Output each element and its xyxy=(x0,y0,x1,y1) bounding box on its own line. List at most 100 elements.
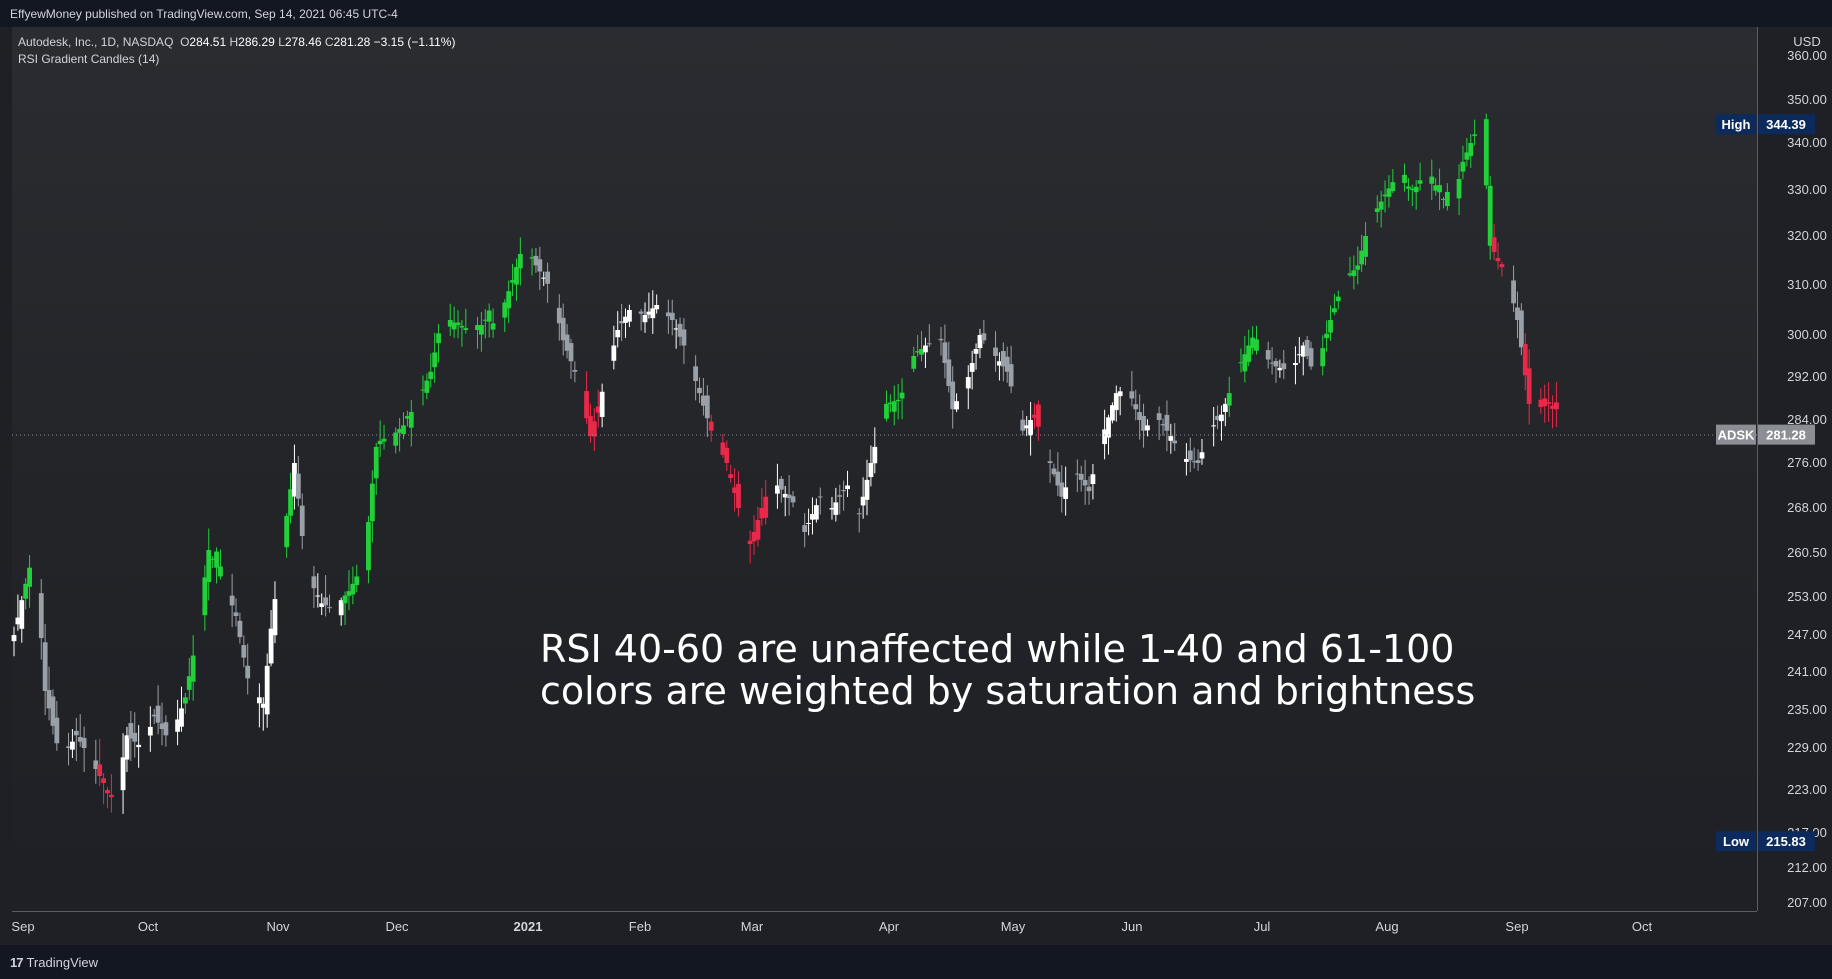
candle-body xyxy=(432,352,438,368)
candle-body xyxy=(837,495,843,497)
tradingview-logo-icon[interactable]: 17 xyxy=(10,954,24,970)
candle-body xyxy=(1211,425,1217,427)
candle-body xyxy=(541,277,547,279)
candle-body xyxy=(1117,391,1123,397)
legend-symbol-line: Autodesk, Inc., 1D, NASDAQ O284.51 H286.… xyxy=(18,34,455,51)
candle-body xyxy=(186,676,192,690)
candle-body xyxy=(124,735,130,760)
candle-body xyxy=(206,550,212,583)
high-marker-label: High xyxy=(1722,117,1751,132)
candle-body xyxy=(1409,188,1415,190)
candle-body xyxy=(1511,280,1516,304)
candle-body xyxy=(1156,413,1162,420)
candle-body xyxy=(1281,363,1287,370)
candle-body xyxy=(1145,425,1150,431)
legend-high-label: H xyxy=(229,35,239,49)
candle-body xyxy=(654,305,660,310)
time-tick-label: Dec xyxy=(385,919,409,934)
candle-body xyxy=(190,655,196,682)
candle-body xyxy=(977,335,983,349)
candle-body xyxy=(997,361,1002,366)
price-tick-label: 284.00 xyxy=(1787,412,1827,427)
candle-body xyxy=(704,395,710,419)
candle-body xyxy=(1168,436,1174,441)
high-marker-value: 344.39 xyxy=(1766,117,1806,132)
candle-body xyxy=(486,310,492,322)
candle-body xyxy=(404,416,410,419)
legend-high: 286.29 xyxy=(238,35,275,49)
candle-body xyxy=(911,356,917,369)
brand-name[interactable]: TradingView xyxy=(26,954,99,970)
candle-body xyxy=(81,738,87,748)
time-tick-label: Sep xyxy=(1505,919,1528,934)
candle-body xyxy=(724,447,730,463)
candle-body xyxy=(1526,368,1532,404)
candle-body xyxy=(260,703,266,708)
candle-body xyxy=(1518,310,1524,348)
candle-body xyxy=(1020,419,1026,431)
candle-body xyxy=(599,391,605,417)
candle-body xyxy=(681,329,687,346)
candle-body xyxy=(1335,296,1341,302)
candle-body xyxy=(268,628,274,664)
time-tick-label: Oct xyxy=(1632,919,1653,934)
candle-body xyxy=(1024,425,1030,429)
candle-body xyxy=(810,514,815,520)
candle-body xyxy=(954,401,959,410)
candle-body xyxy=(241,645,247,658)
candle-body xyxy=(475,325,480,330)
candle-body xyxy=(214,551,219,568)
price-tick-label: 300.00 xyxy=(1787,327,1827,342)
candle-body xyxy=(77,737,83,742)
chart-area[interactable] xyxy=(12,27,1757,911)
candle-body xyxy=(27,567,32,587)
candle-body xyxy=(182,697,188,704)
candle-body xyxy=(155,705,161,723)
candle-body xyxy=(556,307,562,324)
footer: 17 TradingView xyxy=(0,945,1832,979)
time-axis[interactable] xyxy=(12,911,1757,945)
price-axis[interactable] xyxy=(1757,27,1832,911)
candle-body xyxy=(245,665,251,679)
candle-body xyxy=(763,496,769,518)
candle-body xyxy=(701,395,706,406)
legend-close: 281.28 xyxy=(333,35,371,49)
candle-body xyxy=(1164,414,1170,431)
price-tick-label: 350.00 xyxy=(1787,92,1827,107)
candle-body xyxy=(502,302,508,318)
candle-body xyxy=(299,505,305,536)
candle-body xyxy=(175,719,180,732)
candle-body xyxy=(973,349,979,354)
candle-body xyxy=(1468,143,1474,157)
time-tick-label: Apr xyxy=(879,919,900,934)
legend-symbol: Autodesk, Inc., 1D, NASDAQ xyxy=(18,35,174,49)
candle-body xyxy=(845,485,850,490)
candle-body xyxy=(778,478,784,490)
candle-body xyxy=(147,726,153,736)
candle-body xyxy=(420,389,426,391)
candle-body xyxy=(15,617,21,625)
candle-body xyxy=(568,343,574,362)
candle-body xyxy=(54,717,60,744)
candle-body xyxy=(1464,152,1470,160)
candle-body xyxy=(946,359,952,386)
low-marker-label-bg xyxy=(1716,831,1756,852)
candle-body xyxy=(381,438,387,442)
candle-body xyxy=(942,342,948,363)
candle-body xyxy=(969,363,975,372)
candle-body xyxy=(872,446,878,464)
candle-body xyxy=(813,505,819,520)
candle-body xyxy=(584,391,589,419)
candle-body xyxy=(210,558,216,560)
candle-body xyxy=(950,381,956,410)
candle-body xyxy=(856,513,862,515)
price-tick-label: 340.00 xyxy=(1787,135,1827,150)
candle-body xyxy=(482,319,488,321)
candle-body xyxy=(564,334,570,351)
candle-body xyxy=(1250,337,1256,349)
candle-body xyxy=(1538,399,1544,408)
candle-body xyxy=(1429,176,1435,184)
candle-body xyxy=(1347,273,1353,276)
candle-body xyxy=(965,377,971,389)
